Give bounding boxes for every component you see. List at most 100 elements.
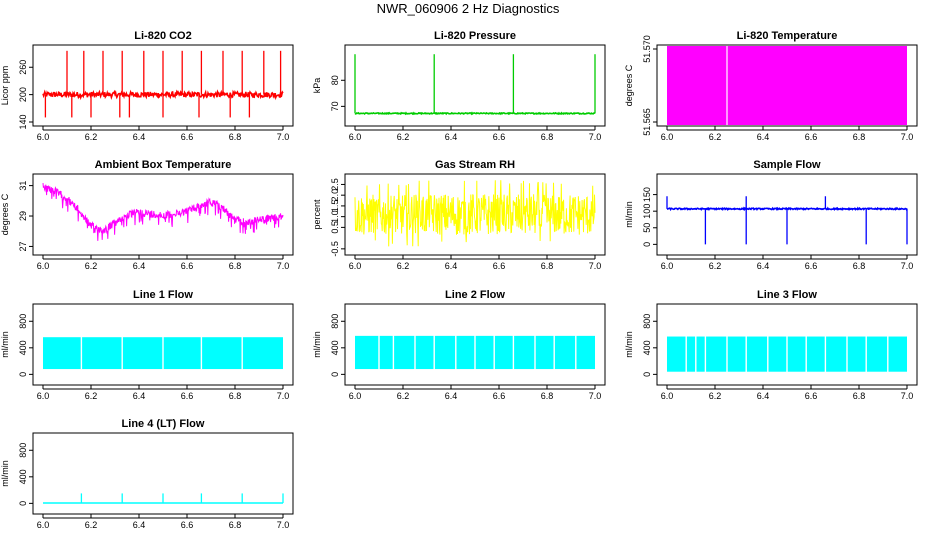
x-tick-label: 6.8	[229, 391, 242, 401]
x-tick-label: 6.8	[541, 132, 554, 142]
y-tick-label: 0.5	[330, 221, 340, 234]
x-tick-label: 6.2	[85, 132, 98, 142]
x-tick-label: 6.6	[805, 391, 818, 401]
x-tick-label: 7.0	[277, 132, 290, 142]
y-tick-label: 150	[642, 187, 652, 202]
y-axis-label: degrees C	[0, 193, 10, 235]
panel-3: Li-820 Temperature degrees C 6.0 6.2 6.4 6.6 6…	[624, 30, 918, 142]
panel-title: Sample Flow	[753, 159, 821, 171]
x-tick-label: 6.6	[493, 261, 506, 271]
y-tick-label: 0	[18, 372, 28, 377]
x-tick-label: 6.6	[493, 132, 506, 142]
y-tick-label: -0.5	[330, 241, 340, 257]
x-tick-label: 6.8	[229, 132, 242, 142]
y-tick-label: 200	[18, 87, 28, 102]
y-tick-label: 2.0	[330, 189, 340, 202]
x-tick-label: 6.6	[805, 261, 818, 271]
y-tick-label: 31	[18, 181, 28, 191]
x-tick-label: 6.6	[181, 261, 194, 271]
x-tick-label: 6.2	[85, 391, 98, 401]
x-tick-label: 6.0	[37, 261, 50, 271]
y-tick-label: 260	[18, 60, 28, 75]
x-tick-label: 7.0	[901, 391, 914, 401]
x-tick-label: 6.8	[853, 132, 866, 142]
y-axis-label: ml/min	[624, 201, 634, 228]
panel-title: Line 4 (LT) Flow	[122, 418, 205, 430]
y-tick-label: 0	[642, 242, 652, 247]
panel-title: Ambient Box Temperature	[95, 159, 232, 171]
plot-frame	[656, 44, 918, 127]
x-tick-label: 6.2	[397, 261, 410, 271]
data-line	[354, 180, 596, 247]
x-tick-label: 6.0	[349, 391, 362, 401]
series-1	[667, 46, 907, 125]
panel-title: Li-820 Pressure	[434, 30, 516, 42]
x-tick-label: 6.2	[85, 261, 98, 271]
series-1	[355, 334, 595, 371]
y-tick-label: 1.5	[330, 200, 340, 213]
x-tick-label: 6.0	[349, 261, 362, 271]
plot-frame	[344, 303, 606, 386]
y-tick-label: 1.0	[330, 210, 340, 223]
plot-frame	[32, 44, 294, 127]
series-1	[354, 54, 596, 116]
y-tick-label: 800	[642, 314, 652, 329]
x-tick-label: 6.2	[85, 520, 98, 530]
y-tick-label: 0	[18, 501, 28, 506]
x-tick-label: 6.0	[661, 132, 674, 142]
plot-frame	[656, 303, 918, 386]
y-axis-label: percent	[312, 199, 322, 230]
plot-frame	[344, 173, 606, 256]
x-tick-label: 7.0	[901, 261, 914, 271]
x-tick-label: 6.8	[853, 261, 866, 271]
x-tick-label: 6.8	[541, 261, 554, 271]
x-tick-label: 7.0	[277, 520, 290, 530]
series-1	[42, 183, 284, 241]
x-tick-label: 6.4	[757, 261, 770, 271]
y-tick-label: 27	[18, 241, 28, 251]
x-tick-label: 7.0	[277, 391, 290, 401]
x-tick-label: 6.8	[229, 261, 242, 271]
x-tick-label: 6.4	[445, 391, 458, 401]
x-tick-label: 7.0	[589, 261, 602, 271]
x-tick-label: 6.2	[397, 391, 410, 401]
page-title: NWR_060906 2 Hz Diagnostics	[377, 1, 560, 16]
y-tick-label: 2.5	[330, 178, 340, 191]
y-tick-label: 140	[18, 114, 28, 129]
plot-frame	[656, 173, 918, 256]
y-tick-label: 51.570	[642, 35, 652, 63]
x-tick-label: 6.4	[445, 132, 458, 142]
series-1	[667, 335, 907, 373]
x-tick-label: 6.2	[709, 132, 722, 142]
panel-title: Line 1 Flow	[133, 289, 193, 301]
x-tick-label: 6.0	[661, 261, 674, 271]
y-axis-label: Licor ppm	[0, 66, 10, 106]
y-tick-label: 400	[642, 340, 652, 355]
x-tick-label: 6.8	[229, 520, 242, 530]
x-tick-label: 6.0	[37, 132, 50, 142]
x-tick-label: 7.0	[589, 391, 602, 401]
panel-9: Line 3 Flow ml/min 6.0 6.2 6.4 6.6 6.8 7.0 0 400 8…	[624, 289, 918, 401]
x-tick-label: 6.2	[709, 391, 722, 401]
panel-5: Gas Stream RH percent 6.0 6.2 6.4 6.6 6.8 7.0 -0…	[312, 159, 606, 271]
y-tick-label: 70	[330, 101, 340, 111]
y-tick-label: 100	[642, 204, 652, 219]
panel-6: Sample Flow ml/min 6.0 6.2 6.4 6.6 6.8 7.0 0 50 10…	[624, 159, 918, 271]
x-tick-label: 6.2	[709, 261, 722, 271]
plot-frame	[32, 432, 294, 515]
x-tick-label: 6.4	[133, 261, 146, 271]
y-tick-label: 0	[330, 372, 340, 377]
y-tick-label: 29	[18, 211, 28, 221]
series-1	[43, 493, 284, 504]
y-tick-label: 50	[642, 223, 652, 233]
panel-title: Line 2 Flow	[445, 289, 505, 301]
x-tick-label: 6.2	[397, 132, 410, 142]
series-1	[42, 50, 284, 118]
x-tick-label: 6.4	[445, 261, 458, 271]
x-tick-label: 6.0	[349, 132, 362, 142]
x-tick-label: 6.6	[805, 132, 818, 142]
y-tick-label: 800	[18, 314, 28, 329]
y-axis-label: ml/min	[0, 460, 10, 487]
y-axis-label: degrees C	[624, 64, 634, 106]
